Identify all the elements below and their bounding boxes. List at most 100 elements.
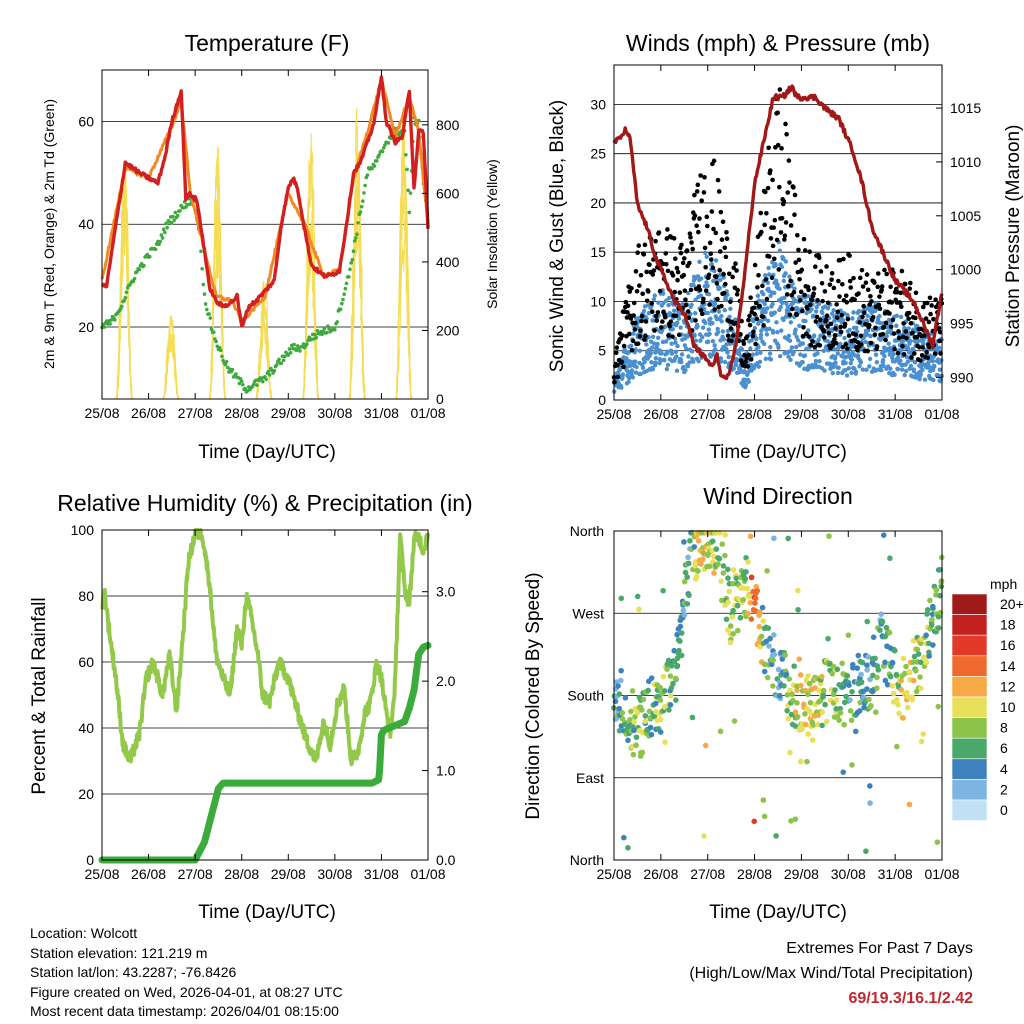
gust-point	[671, 236, 677, 241]
gust-point	[747, 313, 752, 319]
gust-point	[801, 236, 807, 242]
gust-point	[744, 334, 750, 339]
gust-point	[910, 330, 915, 336]
sonic-wind-point	[697, 259, 702, 265]
direction-point	[864, 618, 871, 625]
direction-point	[709, 538, 716, 544]
x-tick-label: 01/08	[410, 866, 445, 882]
sonic-wind-point	[867, 356, 873, 362]
direction-point	[756, 623, 763, 630]
dewpoint-point	[361, 199, 365, 203]
sonic-wind-point	[795, 338, 801, 343]
gust-point	[744, 355, 749, 361]
sonic-wind-point	[741, 369, 747, 374]
direction-point	[883, 624, 890, 631]
gust-point	[857, 320, 863, 325]
direction-point	[889, 682, 896, 689]
dewpoint-point	[158, 239, 163, 244]
gust-point	[833, 326, 838, 331]
sonic-wind-point	[825, 305, 831, 311]
sonic-wind-point	[663, 339, 669, 344]
y-tick-label-right: 600	[436, 185, 460, 201]
gust-point	[693, 318, 698, 323]
gust-point	[906, 310, 912, 316]
sonic-wind-point	[693, 311, 698, 316]
gust-point	[785, 190, 791, 195]
gust-point	[743, 359, 748, 365]
sonic-wind-point	[644, 342, 649, 347]
direction-point	[917, 659, 924, 666]
y-tick-label-left: 20	[590, 195, 606, 211]
direction-point	[878, 611, 885, 617]
winds-panel: Winds (mph) & Pressure (mb) 051015202530…	[547, 30, 1024, 463]
sonic-wind-point	[912, 360, 918, 365]
sonic-wind-point	[902, 325, 907, 331]
sonic-wind-point	[641, 308, 647, 314]
gust-point	[787, 180, 792, 185]
gust-point	[888, 324, 894, 329]
sonic-wind-point	[689, 349, 695, 354]
gust-point	[933, 297, 938, 303]
direction-point	[733, 575, 740, 582]
direction-point	[760, 797, 767, 803]
gust-point	[655, 310, 661, 315]
gust-point	[792, 212, 797, 218]
extremes-subtitle: (High/Low/Max Wind/Total Precipitation)	[689, 965, 973, 982]
winds-ylabel-right: Station Pressure (Maroon)	[1003, 125, 1024, 348]
sonic-wind-point	[850, 350, 855, 355]
gust-point	[746, 352, 752, 358]
humidity-xlabel: Time (Day/UTC)	[198, 902, 336, 923]
gust-point	[687, 231, 693, 236]
sonic-wind-point	[645, 302, 651, 308]
gust-point	[752, 262, 758, 268]
direction-point	[616, 705, 623, 712]
gust-point	[818, 269, 824, 274]
dewpoint-point	[178, 209, 182, 213]
legend-label: 16	[1000, 637, 1016, 653]
sonic-wind-point	[833, 360, 838, 366]
sonic-wind-point	[752, 325, 758, 331]
direction-point	[866, 696, 872, 703]
direction-point	[660, 673, 667, 680]
sonic-wind-point	[775, 329, 780, 335]
direction-point	[634, 709, 641, 716]
gust-point	[917, 344, 922, 350]
sonic-wind-point	[619, 385, 624, 390]
gust-point	[911, 351, 917, 356]
direction-point	[718, 578, 725, 584]
legend-swatch	[951, 634, 988, 657]
gust-point	[697, 216, 702, 221]
sonic-wind-point	[860, 367, 866, 372]
dewpoint-point	[147, 254, 152, 259]
sonic-wind-point	[705, 339, 711, 344]
direction-point	[657, 716, 664, 723]
direction-point	[898, 677, 904, 684]
sonic-wind-point	[669, 351, 675, 356]
gust-point	[757, 303, 762, 309]
direction-point	[867, 800, 873, 806]
gust-point	[784, 131, 789, 137]
gust-point	[828, 321, 834, 327]
direction-point	[725, 599, 731, 605]
sonic-wind-point	[770, 330, 776, 335]
solar-insolation-trace	[208, 146, 226, 400]
direction-point	[731, 718, 738, 724]
direction-point	[616, 691, 623, 697]
dewpoint-point	[349, 261, 353, 265]
y-tick-label-left: 25	[590, 146, 606, 162]
sonic-wind-point	[673, 349, 679, 355]
dewpoint-point	[315, 328, 320, 333]
sonic-wind-point	[756, 364, 761, 369]
direction-point	[633, 742, 639, 749]
gust-point	[629, 347, 635, 353]
direction-point	[855, 652, 862, 659]
dewpoint-point	[173, 210, 178, 215]
sonic-wind-point	[686, 290, 691, 296]
direction-point	[802, 721, 809, 728]
direction-point	[837, 710, 844, 716]
sonic-wind-point	[770, 301, 775, 307]
direction-point	[662, 739, 668, 745]
gust-point	[834, 302, 839, 307]
direction-point	[877, 627, 883, 634]
